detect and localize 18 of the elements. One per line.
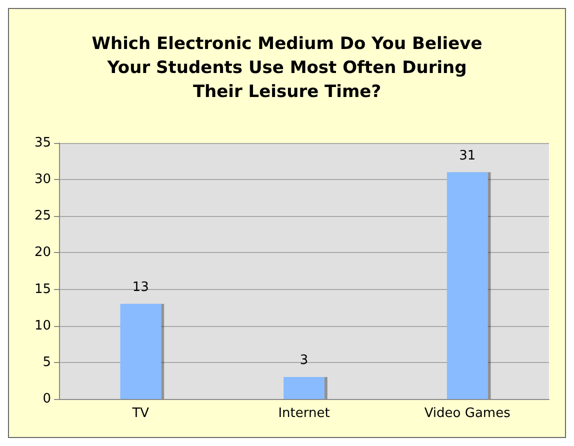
y-tick-label: 10	[34, 318, 51, 334]
y-tick-label: 30	[34, 172, 51, 188]
y-tick-label: 25	[34, 208, 51, 224]
data-label: 13	[132, 280, 149, 295]
chart-title: Which Electronic Medium Do You Believe Your Students Use Most Often During Their Leisure Time?	[92, 34, 482, 102]
x-tick-label: TV	[131, 406, 150, 421]
x-tick-label: Internet	[278, 406, 330, 421]
x-tick-label: Video Games	[424, 406, 511, 421]
bar	[120, 304, 162, 399]
bar	[284, 377, 324, 399]
bar	[446, 172, 488, 399]
y-tick-label: 5	[42, 354, 51, 370]
data-label: 31	[459, 148, 476, 164]
y-tick-label: 0	[42, 392, 51, 406]
y-tick-label: 15	[34, 282, 51, 297]
y-tick-label: 35	[34, 136, 51, 150]
data-label: 3	[300, 353, 308, 368]
y-tick-label: 20	[34, 245, 51, 260]
